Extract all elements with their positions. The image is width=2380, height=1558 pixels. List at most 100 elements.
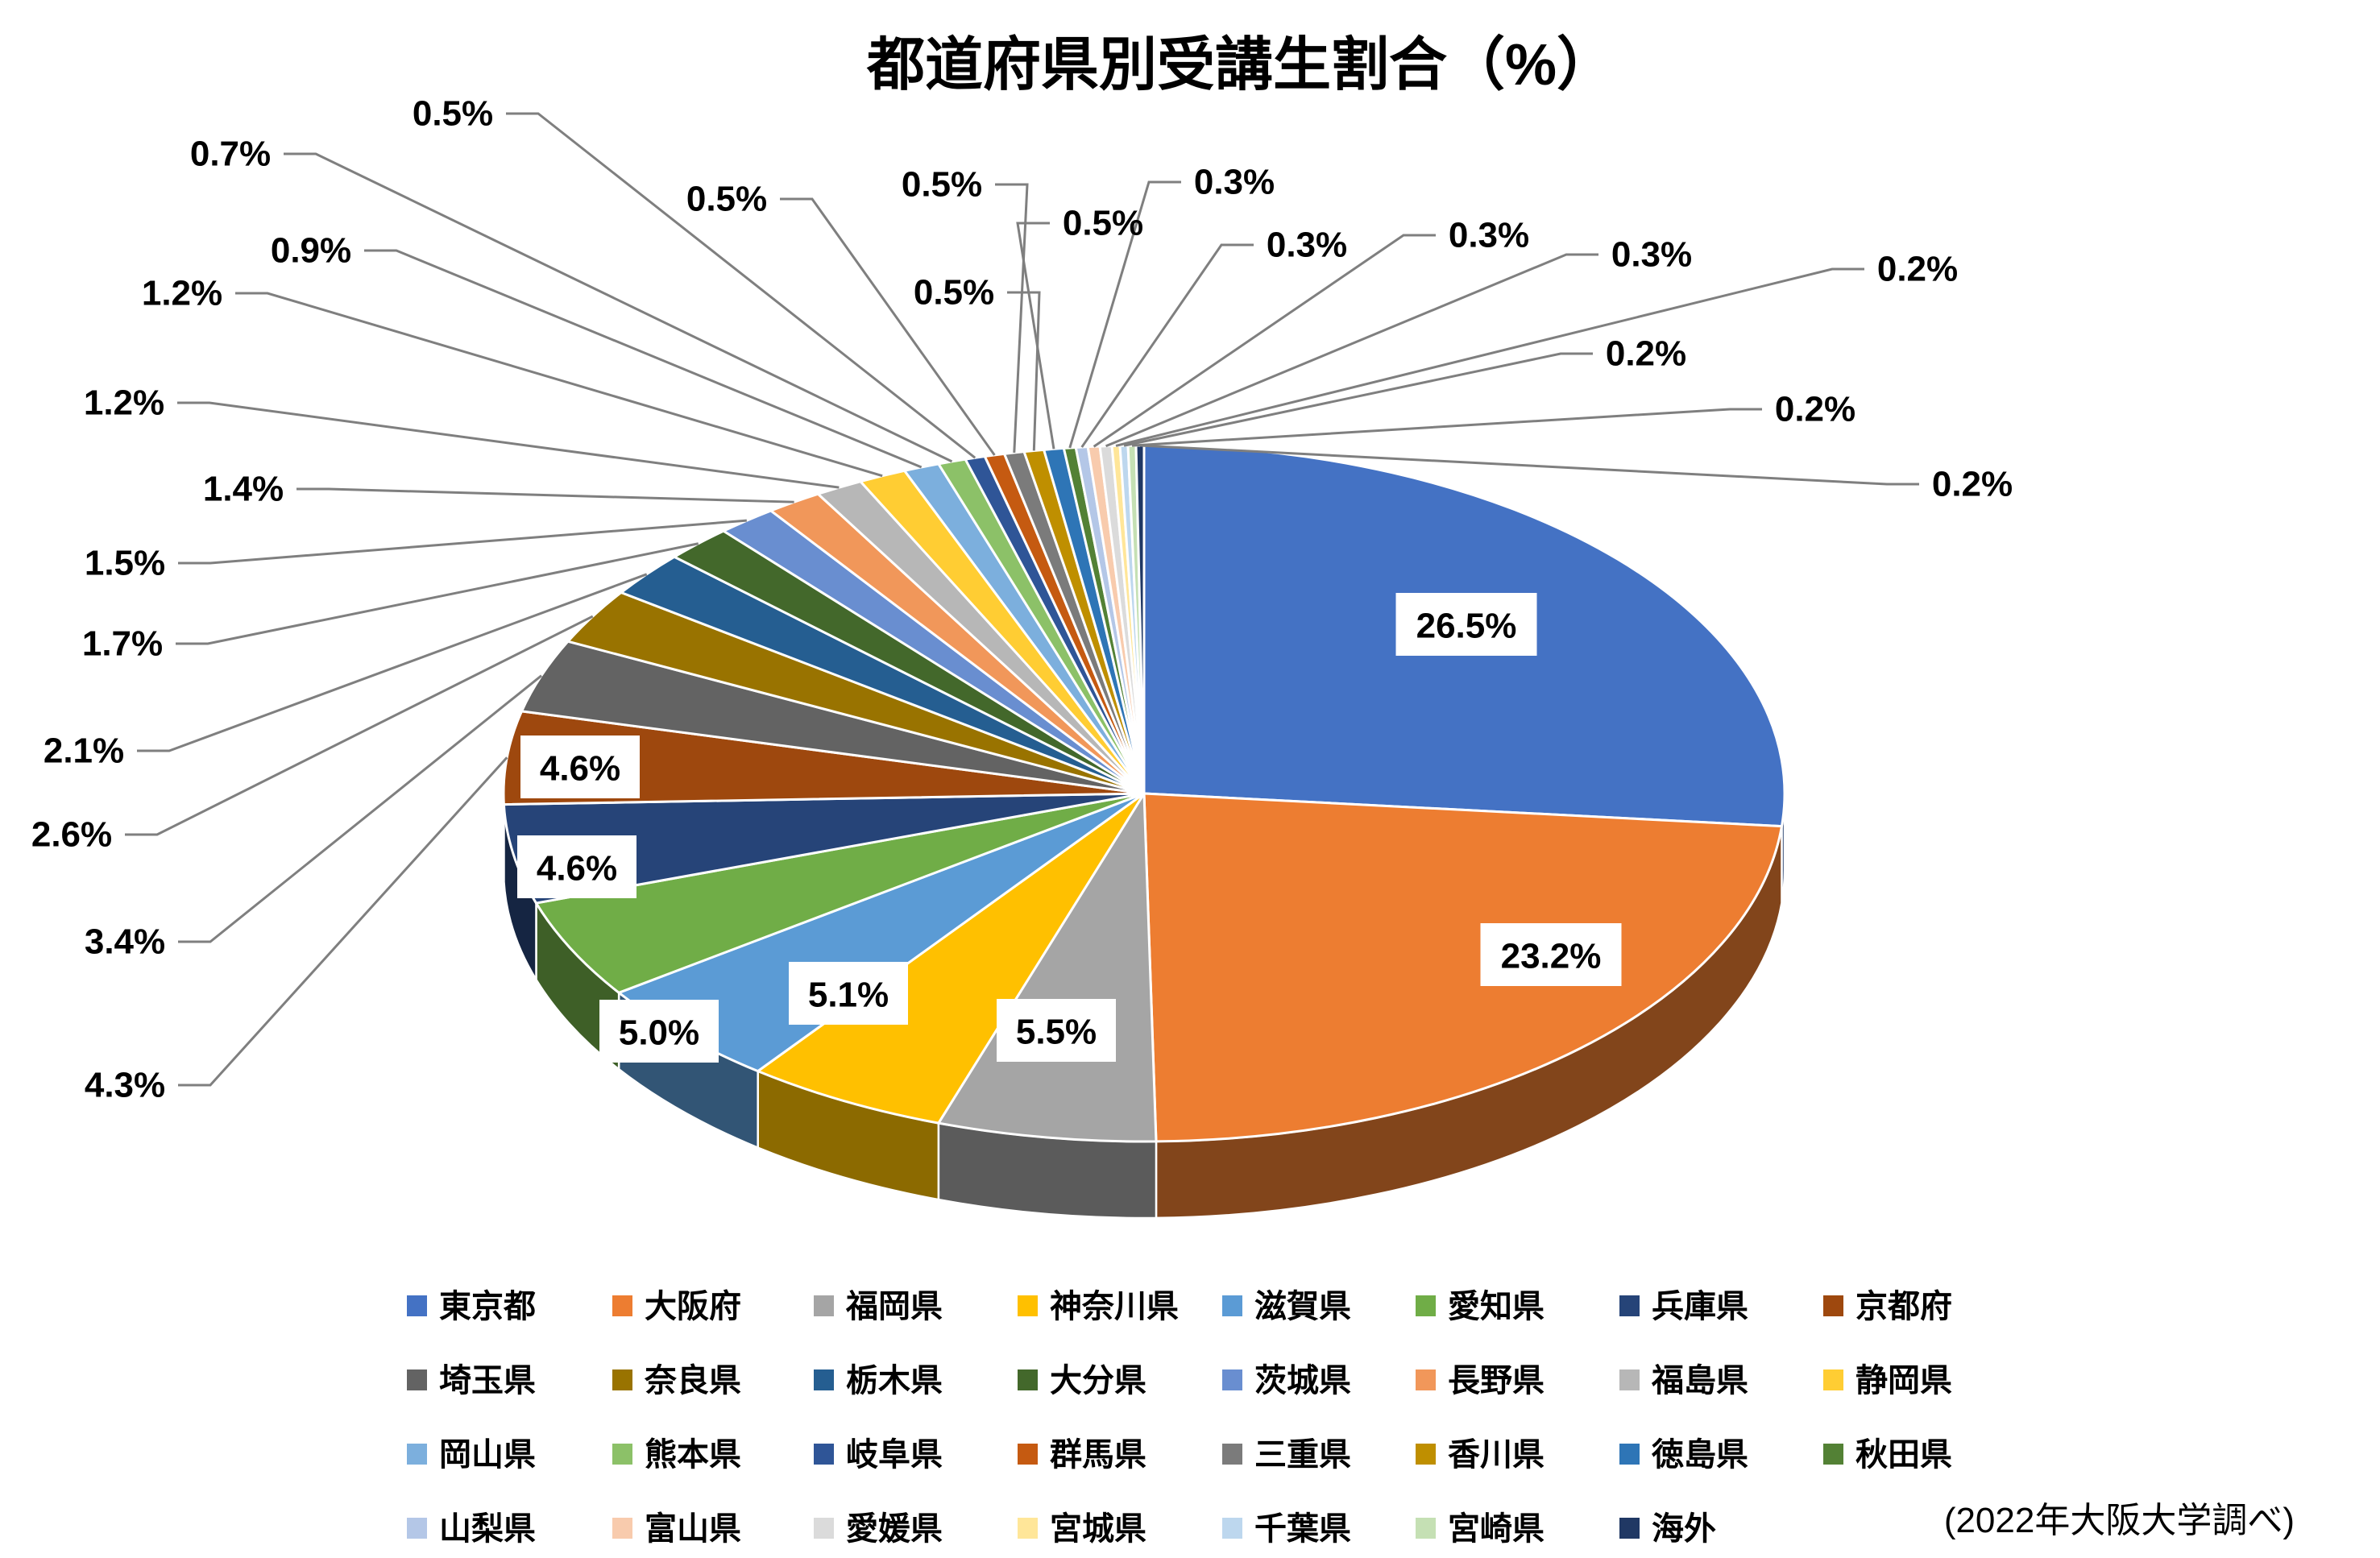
legend-item-東京都: 東京都 (407, 1289, 536, 1324)
legend-swatch (1823, 1369, 1843, 1390)
leader-line-28 (1123, 352, 1593, 447)
data-label-box-滋賀県 (599, 1000, 719, 1063)
legend-label: 徳島県 (1651, 1437, 1748, 1473)
data-label-静岡県: 1.2% (142, 274, 222, 313)
pie-slice-3 (757, 792, 1146, 1125)
leader-line-25 (1093, 234, 1436, 448)
data-label-熊本県: 0.7% (190, 135, 271, 174)
pie-slice-1 (1142, 792, 1783, 1143)
legend-item-兵庫県: 兵庫県 (1619, 1289, 1748, 1324)
legend-swatch (612, 1518, 632, 1539)
leader-line-24 (1080, 243, 1254, 448)
legend-swatch (1619, 1518, 1640, 1539)
data-label-富山県: 0.3% (1449, 216, 1529, 255)
data-label-香川県: 0.5% (914, 273, 994, 313)
legend-swatch (1416, 1369, 1436, 1390)
legend-label: 京都府 (1855, 1289, 1952, 1324)
legend-item-大分県: 大分県 (1018, 1363, 1146, 1398)
legend-label: 富山県 (645, 1511, 741, 1547)
legend-swatch (407, 1369, 427, 1390)
legend-label: 香川県 (1448, 1437, 1545, 1473)
data-label-岡山県: 0.9% (271, 231, 351, 271)
legend-swatch (1823, 1444, 1843, 1465)
legend-label: 東京都 (439, 1289, 536, 1324)
legend-label: 兵庫県 (1652, 1289, 1748, 1324)
legend-label: 愛媛県 (846, 1511, 943, 1547)
leader-line-30 (1139, 444, 1919, 486)
legend-label: 大阪府 (645, 1289, 741, 1324)
legend-label: 岐阜県 (846, 1437, 943, 1473)
chart-title: 都道府県別受講生割合（%） (866, 33, 1615, 97)
legend-swatch (1619, 1369, 1640, 1390)
data-label-群馬県: 0.5% (686, 180, 767, 219)
source-note: (2022年大阪大学調べ) (1944, 1501, 2295, 1540)
legend-item-宮城県: 宮城県 (1018, 1511, 1146, 1547)
data-label-兵庫県: 4.6% (540, 749, 620, 789)
pie-slice-7 (502, 710, 1146, 806)
legend-label: 山梨県 (439, 1511, 536, 1547)
legend-label: 秋田県 (1855, 1437, 1952, 1473)
legend-label: 栃木県 (846, 1363, 943, 1398)
data-label-福島県: 1.2% (84, 383, 164, 423)
leader-line-11 (176, 542, 699, 645)
legend-item-徳島県: 徳島県 (1619, 1437, 1748, 1473)
leader-line-16 (364, 249, 923, 469)
legend-item-埼玉県: 埼玉県 (407, 1363, 536, 1398)
leader-line-20 (995, 183, 1029, 454)
legend-item-滋賀県: 滋賀県 (1222, 1289, 1351, 1324)
data-label-千葉県: 0.2% (1606, 334, 1686, 374)
data-label-長野県: 1.4% (203, 470, 284, 509)
legend-swatch (612, 1369, 632, 1390)
legend-swatch (1018, 1369, 1038, 1390)
data-label-栃木県: 2.1% (44, 731, 124, 771)
legend-swatch (1619, 1295, 1640, 1316)
data-label-三重県: 0.5% (902, 165, 982, 205)
pie-slice-6 (502, 792, 1146, 905)
data-label-岐阜県: 0.5% (413, 94, 493, 134)
leader-line-23 (1068, 180, 1181, 449)
data-label-box-兵庫県 (520, 735, 640, 798)
legend-swatch (612, 1295, 632, 1316)
leader-line-10 (137, 573, 648, 752)
leader-line-8 (178, 674, 542, 943)
legend-item-愛媛県: 愛媛県 (814, 1511, 943, 1547)
legend-item-愛知県: 愛知県 (1416, 1289, 1545, 1324)
legend-label: 宮城県 (1050, 1511, 1146, 1547)
data-label-box-大阪府 (1480, 923, 1622, 986)
pie-slice-5 (534, 792, 1146, 994)
data-label-滋賀県: 5.0% (619, 1013, 699, 1053)
legend-label: 岡山県 (439, 1437, 536, 1473)
legend-swatch (1018, 1295, 1038, 1316)
legend-swatch (1222, 1518, 1242, 1539)
legend-item-福岡県: 福岡県 (814, 1289, 943, 1324)
leader-lines (125, 112, 1919, 1087)
legend-swatch (1222, 1444, 1242, 1465)
leader-line-13 (296, 487, 794, 503)
legend-item-岡山県: 岡山県 (407, 1437, 536, 1473)
legend-label: 熊本県 (645, 1437, 741, 1473)
legend-item-大阪府: 大阪府 (612, 1289, 741, 1324)
data-label-box-愛知県 (517, 835, 636, 898)
legend-label: 茨城県 (1254, 1363, 1351, 1398)
leader-line-22 (1016, 222, 1055, 450)
leader-line-27 (1115, 267, 1864, 447)
legend-swatch (814, 1369, 834, 1390)
legend-item-栃木県: 栃木県 (814, 1363, 943, 1398)
legend-label: 宮崎県 (1448, 1511, 1545, 1547)
legend-label: 福岡県 (845, 1289, 943, 1324)
leader-line-18 (506, 112, 976, 459)
legend-item-静岡県: 静岡県 (1823, 1363, 1952, 1398)
data-label-box-東京都 (1395, 593, 1537, 656)
legend-swatch (814, 1295, 834, 1316)
legend-label: 大分県 (1050, 1363, 1146, 1398)
leader-line-15 (235, 292, 883, 478)
data-label-秋田県: 0.3% (1194, 163, 1275, 202)
leader-line-7 (178, 756, 508, 1087)
legend-label: 愛知県 (1448, 1289, 1545, 1324)
legend-item-熊本県: 熊本県 (612, 1437, 741, 1473)
legend-label: 海外 (1652, 1511, 1716, 1547)
legend-label: 三重県 (1254, 1437, 1351, 1473)
legend-item-富山県: 富山県 (612, 1511, 741, 1547)
data-label-愛媛県: 0.3% (1611, 235, 1692, 275)
